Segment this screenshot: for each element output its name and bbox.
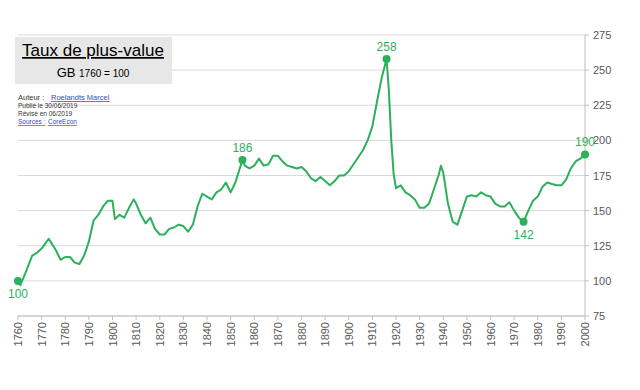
y-tick	[585, 105, 589, 106]
annotation-label: 100	[8, 287, 28, 301]
x-tick-label: 2000	[579, 322, 591, 346]
title: Taux de plus-value	[22, 41, 164, 60]
title-box	[15, 37, 172, 84]
series-line	[18, 59, 585, 285]
x-tick	[183, 316, 184, 320]
x-tick	[561, 316, 562, 320]
annotation-label: 186	[232, 141, 252, 155]
x-tick-label: 1910	[366, 322, 378, 346]
annotation-marker	[383, 55, 391, 63]
x-tick-label: 1870	[272, 322, 284, 346]
annotation-label: 258	[377, 40, 397, 54]
x-tick	[136, 316, 137, 320]
x-tick	[396, 316, 397, 320]
x-tick	[348, 316, 349, 320]
x-tick	[585, 316, 586, 320]
x-tick	[466, 316, 467, 320]
plot-area	[14, 55, 589, 285]
chart: 75 100 125 150 175 200 225 250 275 1760 1770 1780 17…	[0, 0, 640, 390]
x-tick-label: 1860	[248, 322, 260, 346]
annotation-marker	[520, 218, 528, 226]
x-tick	[301, 316, 302, 320]
grid-line	[18, 210, 585, 211]
x-tick	[372, 316, 373, 320]
y-tick-label: 200	[593, 134, 611, 146]
x-tick-label: 1990	[555, 322, 567, 346]
x-tick	[514, 316, 515, 320]
annotation-marker	[581, 150, 589, 158]
y-tick	[585, 245, 589, 246]
y-tick	[585, 316, 589, 317]
y-tick	[585, 35, 589, 36]
y-tick	[585, 175, 589, 176]
x-tick-label: 1800	[107, 322, 119, 346]
x-tick	[230, 316, 231, 320]
y-tick	[585, 210, 589, 211]
y-tick-label: 250	[593, 64, 611, 76]
x-tick-label: 1950	[461, 322, 473, 346]
grid-line	[18, 175, 585, 176]
x-tick-label: 1790	[83, 322, 95, 346]
sources-label: Sources :	[18, 118, 46, 125]
revised: Révisé en 06/2019	[18, 110, 73, 117]
author: Roelandts Marcel	[51, 93, 110, 102]
x-tick-label: 1960	[485, 322, 497, 346]
x-tick-label: 1760	[12, 322, 24, 346]
x-tick	[325, 316, 326, 320]
annotation-marker	[238, 156, 246, 164]
y-tick-label: 75	[593, 310, 605, 322]
annotation-marker	[14, 277, 22, 285]
x-tick	[419, 316, 420, 320]
x-tick-label: 1780	[59, 322, 71, 346]
grid-line	[18, 280, 585, 281]
x-tick	[207, 316, 208, 320]
grid-line	[18, 35, 585, 36]
x-tick	[159, 316, 160, 320]
x-tick-label: 1820	[154, 322, 166, 346]
x-tick	[254, 316, 255, 320]
y-axis	[585, 35, 586, 316]
subtitle: GB 1760 = 100	[57, 65, 130, 80]
y-tick-label: 125	[593, 240, 611, 252]
x-tick-label: 1980	[532, 322, 544, 346]
subtitle-part: 1760 = 100	[79, 68, 130, 79]
y-tick-label: 150	[593, 205, 611, 217]
annotation-label: 190	[575, 135, 595, 149]
x-tick	[65, 316, 66, 320]
x-tick	[112, 316, 113, 320]
x-tick-label: 1930	[414, 322, 426, 346]
sources: CoreEcon	[48, 118, 77, 125]
x-tick-label: 1890	[319, 322, 331, 346]
y-tick-label: 275	[593, 29, 611, 41]
y-tick	[585, 280, 589, 281]
y-tick-label: 175	[593, 170, 611, 182]
x-tick-label: 1940	[437, 322, 449, 346]
x-tick	[490, 316, 491, 320]
x-tick	[18, 316, 19, 320]
x-tick-label: 1920	[390, 322, 402, 346]
x-tick	[277, 316, 278, 320]
grid-line	[18, 105, 585, 106]
x-tick-label: 1850	[225, 322, 237, 346]
x-tick-label: 1880	[296, 322, 308, 346]
y-tick	[585, 70, 589, 71]
x-tick-label: 1900	[343, 322, 355, 346]
x-tick-label: 1770	[36, 322, 48, 346]
y-tick-label: 100	[593, 275, 611, 287]
x-tick	[41, 316, 42, 320]
annotation-label: 142	[514, 228, 534, 242]
x-tick	[443, 316, 444, 320]
x-tick-label: 1840	[201, 322, 213, 346]
x-tick-label: 1830	[177, 322, 189, 346]
subtitle-part: GB	[57, 65, 79, 80]
grid-line	[18, 140, 585, 141]
published: Publié le 30/06/2019	[18, 102, 78, 109]
x-tick	[537, 316, 538, 320]
x-tick	[88, 316, 89, 320]
grid-line	[18, 245, 585, 246]
x-tick-label: 1970	[508, 322, 520, 346]
x-tick-label: 1810	[130, 322, 142, 346]
author-label: Auteur :	[18, 93, 44, 102]
y-tick-label: 225	[593, 99, 611, 111]
